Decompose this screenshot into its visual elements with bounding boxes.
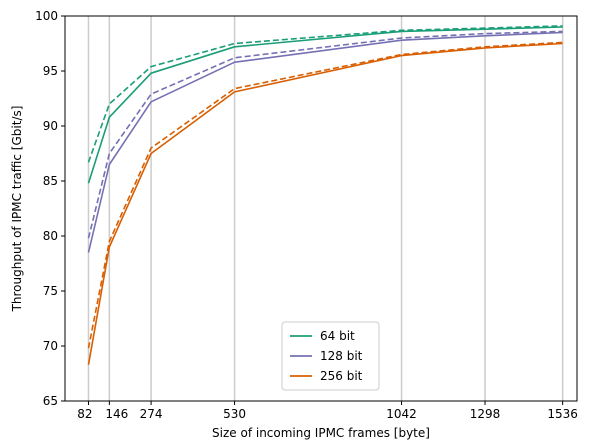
plot-frame <box>64 15 578 402</box>
y-tick-label-75: 75 <box>43 284 58 298</box>
series-line-128-bit-solid <box>87 31 563 253</box>
legend-label-256-bit: 256 bit <box>320 369 363 383</box>
x-tick-label-1536: 1536 <box>547 407 578 421</box>
x-tick-label-530: 530 <box>223 407 246 421</box>
y-tick-label-85: 85 <box>43 174 58 188</box>
y-axis-label: Throughput of IPMC traffic [Gbit/s] <box>10 106 24 313</box>
x-tick-label-1298: 1298 <box>470 407 501 421</box>
x-tick-label-82: 82 <box>77 407 92 421</box>
y-axis-ticks: 65 70 75 80 85 90 95 100 <box>35 9 65 408</box>
x-tick-label-274: 274 <box>140 407 163 421</box>
x-axis-label: Size of incoming IPMC frames [byte] <box>212 426 430 440</box>
legend-label-64-bit: 64 bit <box>320 329 355 343</box>
series-line-64-bit-dashed <box>87 25 563 163</box>
y-tick-label-65: 65 <box>43 394 58 408</box>
legend-box <box>281 321 380 391</box>
y-tick-label-90: 90 <box>43 119 58 133</box>
y-tick-label-70: 70 <box>43 339 58 353</box>
series-line-256-bit-dashed <box>87 41 563 349</box>
x-axis-ticks: 82 146 274 530 1042 1298 1536 <box>77 401 578 421</box>
y-tick-label-95: 95 <box>43 64 58 78</box>
series-line-64-bit-solid <box>87 26 563 184</box>
x-tick-label-146: 146 <box>105 407 128 421</box>
vertical-gridlines <box>87 16 564 401</box>
legend: 64 bit 128 bit 256 bit <box>281 321 380 391</box>
series-lines <box>87 25 563 365</box>
y-tick-label-100: 100 <box>35 9 58 23</box>
y-tick-label-80: 80 <box>43 229 58 243</box>
legend-label-128-bit: 128 bit <box>320 349 363 363</box>
x-tick-label-1042: 1042 <box>386 407 417 421</box>
series-line-256-bit-solid <box>87 42 563 365</box>
